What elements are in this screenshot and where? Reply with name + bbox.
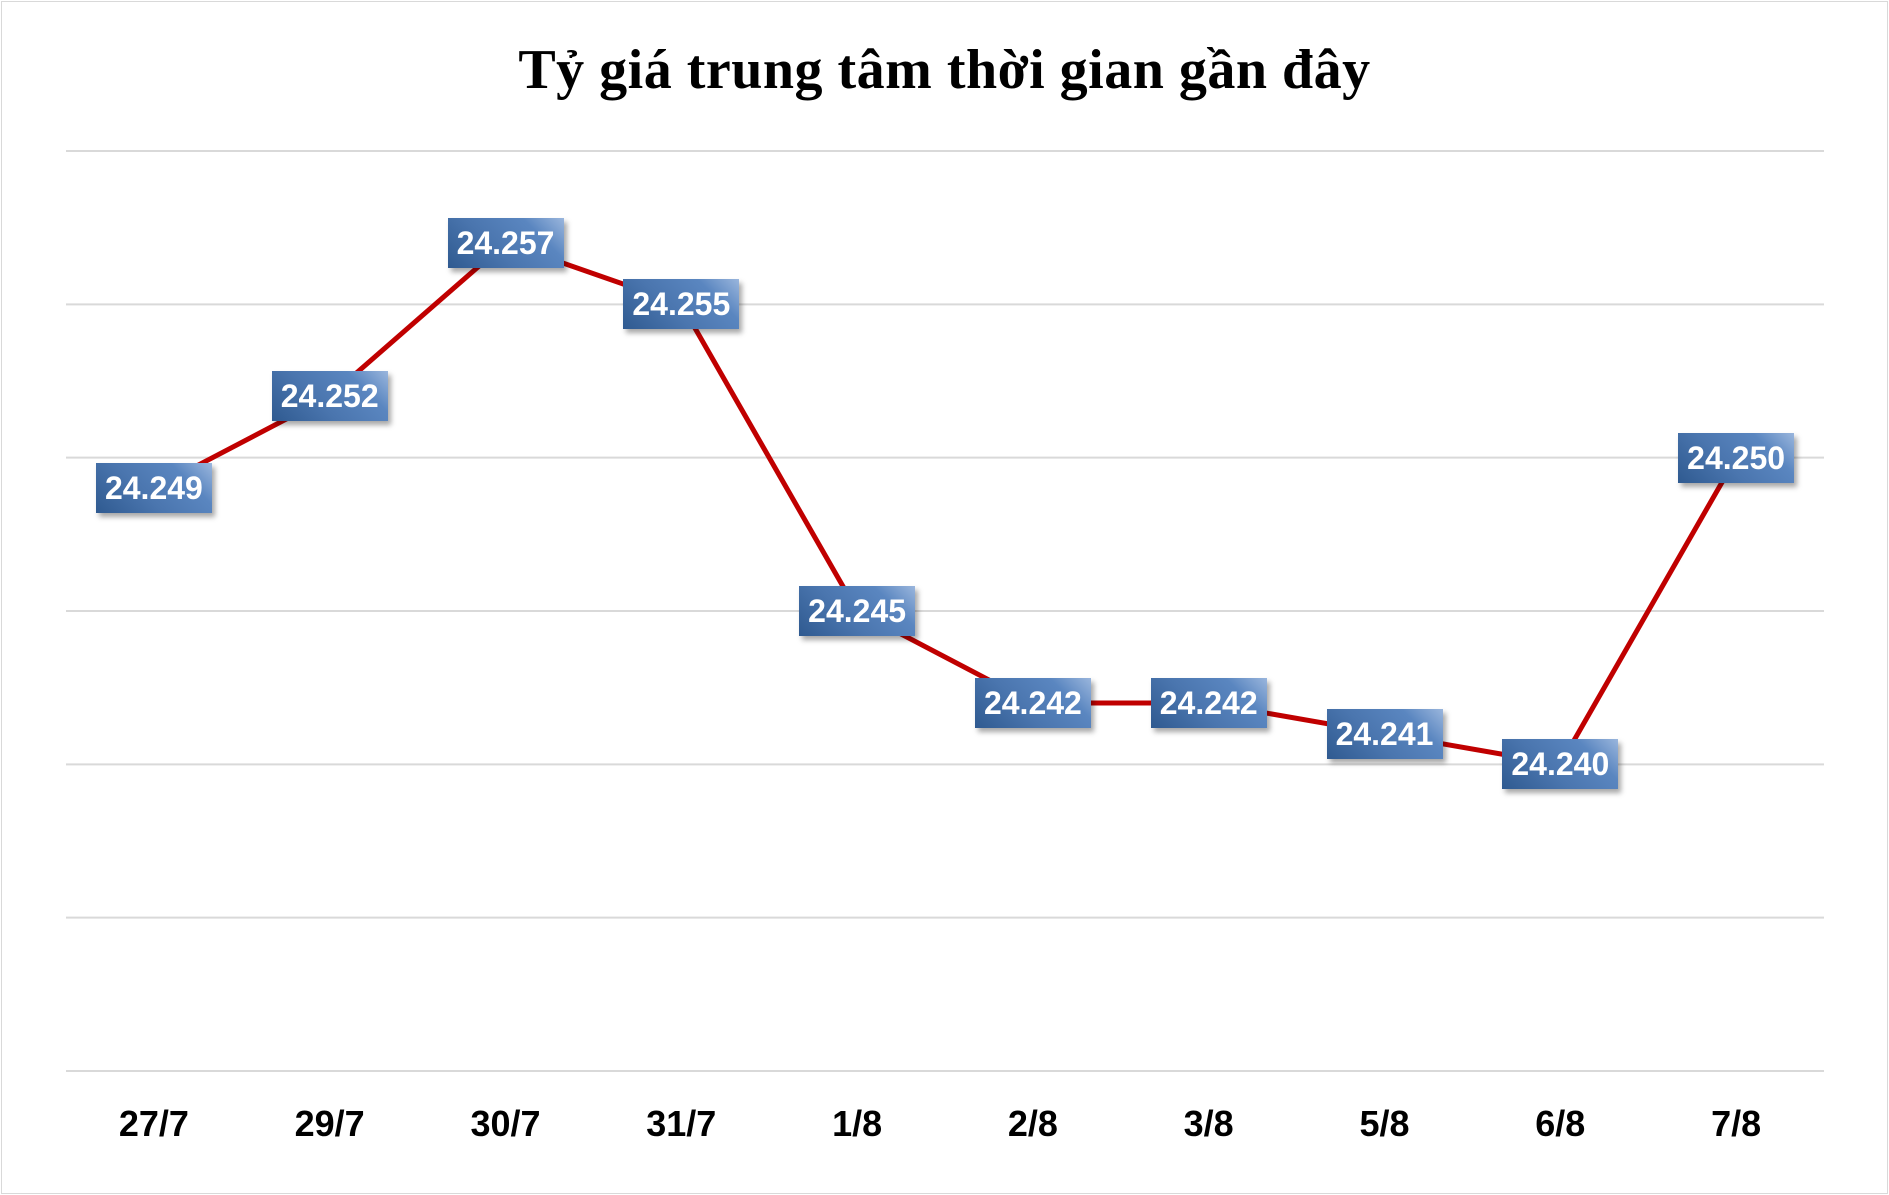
data-label: 24.257 (447, 218, 564, 268)
x-tick-label: 27/7 (118, 1103, 189, 1144)
data-label: 24.250 (1678, 432, 1795, 483)
data-label: 24.241 (1326, 708, 1443, 759)
data-label: 24.249 (95, 463, 212, 514)
data-label: 24.242 (974, 678, 1091, 728)
x-tick-label: 29/7 (294, 1103, 365, 1144)
x-tick-label: 6/8 (1535, 1103, 1586, 1144)
data-label: 24.240 (1502, 739, 1619, 790)
series-line (152, 240, 1739, 767)
data-label: 24.245 (799, 586, 916, 636)
data-label: 24.252 (271, 371, 388, 422)
x-tick-label: 7/8 (1711, 1103, 1762, 1144)
x-tick-label: 2/8 (1007, 1103, 1058, 1144)
x-tick-label: 1/8 (832, 1103, 883, 1144)
chart-title: Tỷ giá trung tâm thời gian gần đây (518, 39, 1371, 101)
x-tick-label: 3/8 (1183, 1103, 1234, 1144)
data-label: 24.242 (1150, 678, 1267, 728)
x-tick-label: 31/7 (646, 1103, 717, 1144)
x-tick-label: 30/7 (470, 1103, 541, 1144)
data-label: 24.255 (623, 279, 740, 330)
x-tick-label: 5/8 (1359, 1103, 1410, 1144)
